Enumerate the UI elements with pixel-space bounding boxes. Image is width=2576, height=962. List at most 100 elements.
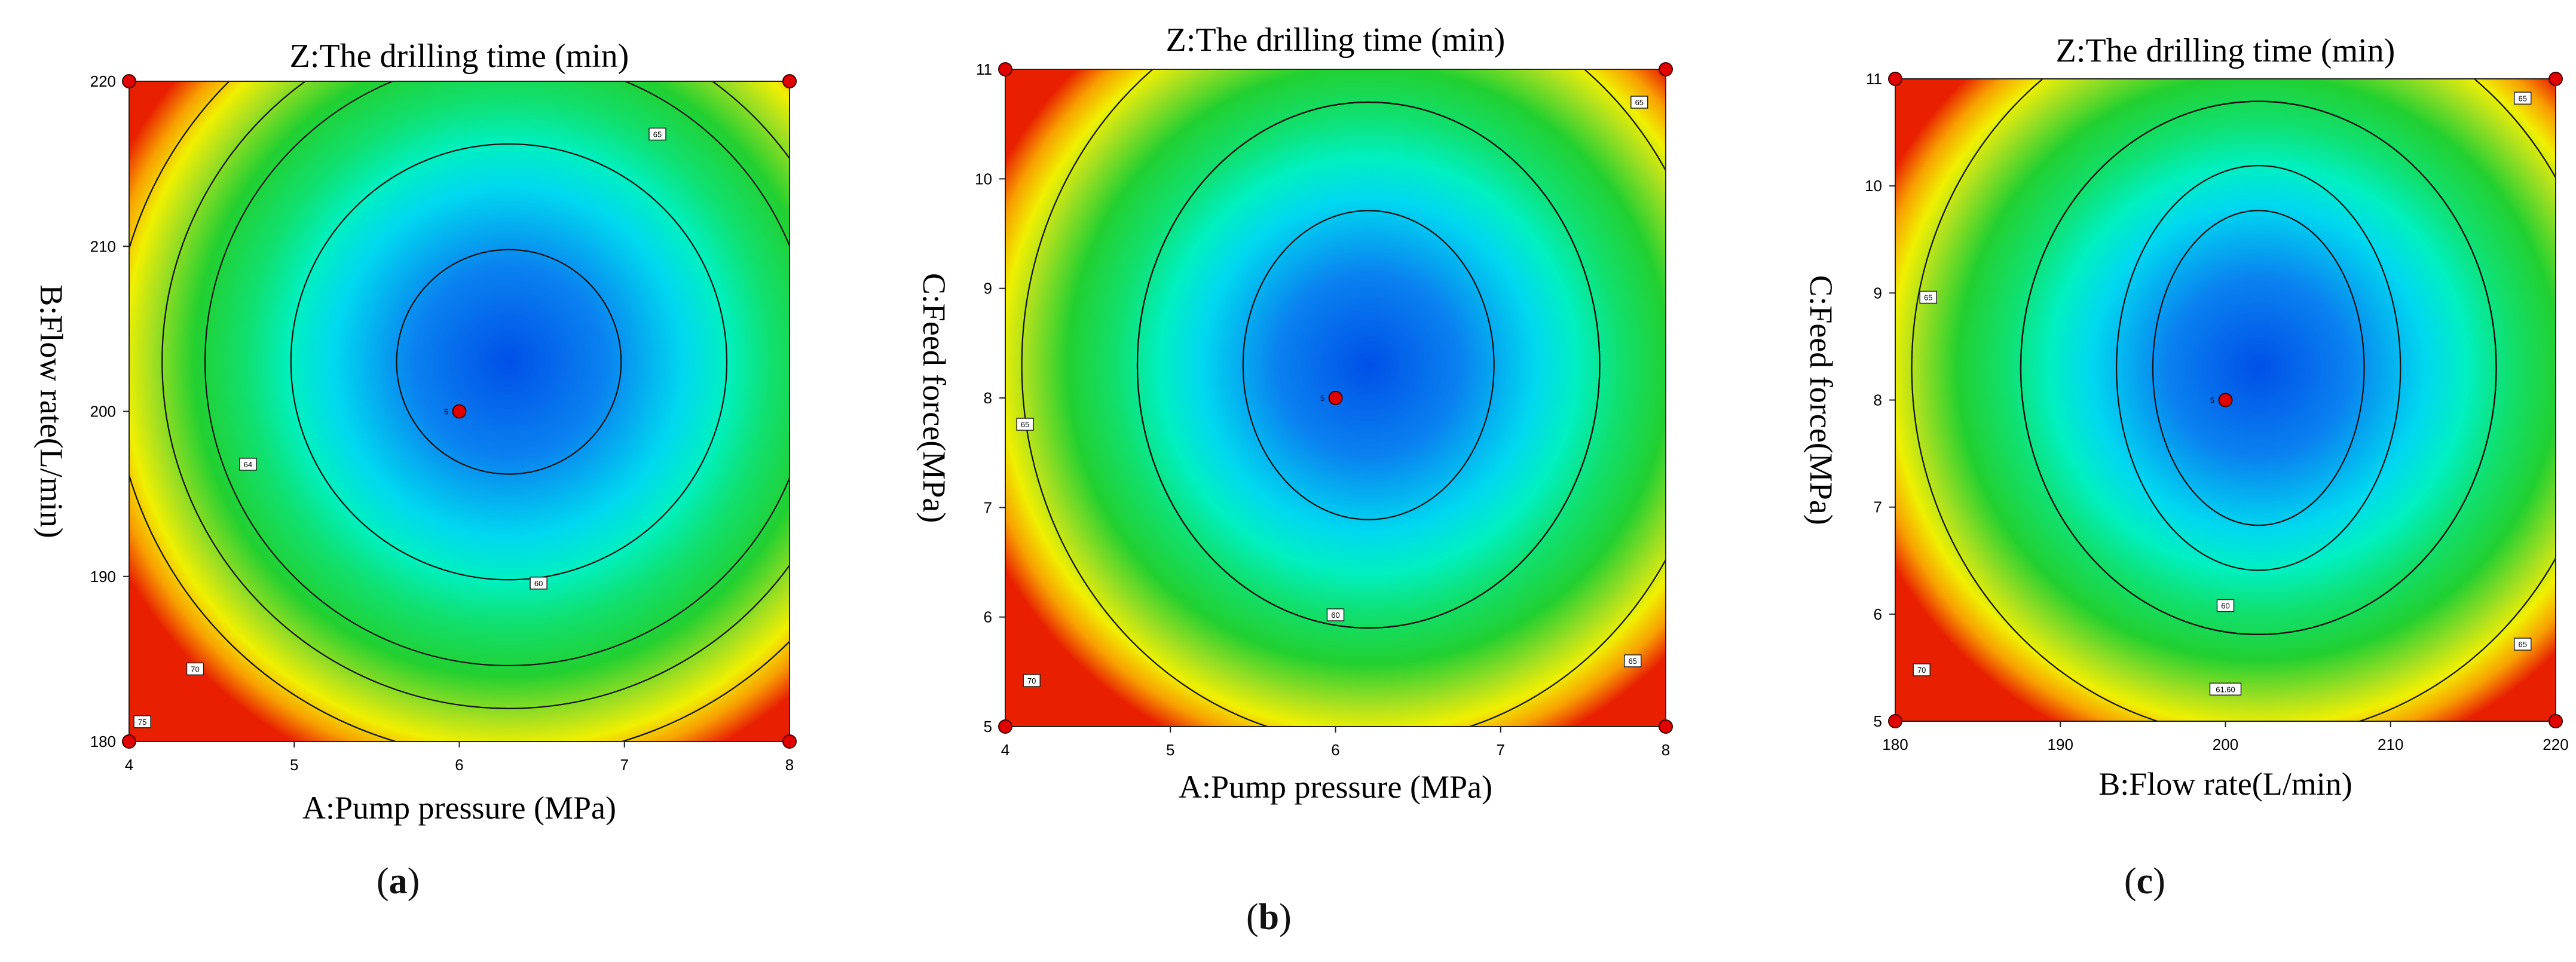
contour-label: 60: [1326, 608, 1345, 621]
svg-text:61.60: 61.60: [2216, 685, 2235, 694]
contour-label: 70: [186, 662, 204, 676]
x-axis-label: A:Pump pressure (MPa): [302, 790, 616, 826]
design-point: [2549, 72, 2563, 86]
svg-text:65: 65: [653, 130, 662, 139]
chart-panel-b: 60 65 65 65 70 4 5 6 7 8 5 6 7 8 9 10 11 5 Z:The drilling …: [859, 0, 1718, 962]
y-tick-label: 7: [984, 498, 992, 516]
svg-text:65: 65: [1635, 98, 1644, 107]
x-tick-label: 4: [1001, 741, 1009, 759]
design-point: [122, 74, 136, 88]
contour-label: 75: [133, 715, 151, 728]
design-point: [1888, 714, 1902, 728]
contour-label: 65: [1630, 96, 1648, 109]
contour-line: [1911, 79, 2556, 721]
chart-title: Z:The drilling time (min): [1166, 22, 1506, 59]
y-axis-label: B:Flow rate(L/min): [33, 284, 69, 538]
design-point: [452, 404, 467, 419]
svg-text:65: 65: [1629, 657, 1637, 666]
chart-panel-a: 60 64 65 70 75 4 5 6 7 8 180 190 200 210 220 5 Z:The dri…: [0, 0, 859, 962]
contour-label: 65: [1624, 654, 1642, 667]
contour-line: [2152, 210, 2365, 526]
x-tick-label: 8: [1662, 741, 1670, 759]
contour-line: [1242, 210, 1495, 520]
y-tick-label: 8: [1874, 391, 1882, 409]
design-point: [1328, 391, 1343, 405]
contour-label: 70: [1913, 663, 1931, 676]
design-point: [2549, 714, 2563, 728]
chart-panel-c: 60 61.60 65 65 65 70 180 190 200 210 220 5 6 7 8 9 10 11 5…: [1718, 0, 2576, 962]
svg-text:70: 70: [1027, 676, 1036, 685]
caption-b: (b): [1246, 897, 1292, 938]
y-tick-label: 190: [90, 568, 116, 586]
contour-field: 60 64 65 70 75: [129, 81, 790, 742]
svg-text:75: 75: [138, 718, 146, 727]
y-tick-label: 200: [90, 403, 116, 421]
x-tick-label: 210: [2378, 736, 2403, 753]
svg-text:65: 65: [2519, 94, 2527, 103]
x-tick-label: 200: [2213, 736, 2238, 753]
x-tick-label: 5: [290, 756, 298, 774]
contour-line: [1021, 69, 1666, 727]
x-tick-label: 7: [620, 756, 629, 774]
svg-text:65: 65: [1924, 293, 1932, 302]
contour-label: 65: [1016, 418, 1034, 431]
x-tick-label: 5: [1166, 741, 1174, 759]
contour-label: 61.60: [2209, 682, 2242, 696]
contour-line: [1136, 101, 1601, 629]
contour-label: 65: [2514, 91, 2532, 105]
contour-line: [204, 81, 790, 666]
caption-c: (c): [2124, 861, 2165, 902]
chart-title: Z:The drilling time (min): [2056, 32, 2396, 69]
x-tick-label: 4: [125, 756, 133, 774]
design-point: [1659, 719, 1673, 734]
svg-text:60: 60: [534, 579, 543, 588]
design-point: [1659, 62, 1673, 76]
center-point-label: 5: [444, 408, 448, 416]
x-axis-label: A:Pump pressure (MPa): [1179, 769, 1492, 805]
contour-line: [161, 81, 790, 709]
svg-text:64: 64: [244, 460, 252, 469]
y-tick-label: 5: [1874, 712, 1882, 730]
svg-text:65: 65: [1021, 420, 1029, 429]
y-tick-label: 6: [1874, 605, 1882, 623]
y-tick-label: 220: [90, 72, 116, 90]
contour-line: [396, 249, 622, 475]
x-tick-label: 180: [1882, 736, 1908, 753]
design-point: [2218, 393, 2233, 408]
svg-text:60: 60: [1331, 611, 1339, 620]
contour-label: 60: [2216, 599, 2235, 612]
x-tick-label: 8: [785, 756, 794, 774]
y-axis-label: C:Feed force(MPa): [916, 273, 952, 523]
svg-text:60: 60: [2221, 602, 2229, 611]
y-tick-label: 10: [1865, 177, 1882, 195]
x-axis-label: B:Flow rate(L/min): [2098, 766, 2352, 802]
y-tick-label: 9: [984, 280, 992, 298]
y-tick-label: 6: [984, 608, 992, 626]
x-tick-label: 6: [1331, 741, 1339, 759]
chart-title: Z:The drilling time (min): [290, 38, 629, 75]
y-tick-label: 8: [984, 389, 992, 407]
contour-line: [290, 143, 728, 581]
contour-line: [2116, 165, 2401, 571]
y-tick-label: 10: [975, 170, 992, 188]
contour-plot-a: 60 64 65 70 75 4 5 6 7 8 180 190 200 210 220 5 Z:The dri…: [33, 38, 797, 826]
x-tick-label: 220: [2543, 736, 2568, 753]
y-tick-label: 9: [1874, 284, 1882, 302]
design-point: [998, 719, 1012, 734]
x-tick-label: 6: [455, 756, 463, 774]
x-tick-label: 7: [1497, 741, 1505, 759]
contour-field: 60 61.60 65 65 65 70: [1895, 79, 2556, 721]
contour-label: 64: [239, 458, 257, 471]
design-point: [1888, 72, 1902, 86]
design-point: [998, 62, 1012, 76]
contour-label: 70: [1023, 674, 1041, 687]
y-tick-label: 11: [1866, 70, 1882, 88]
contour-plot-c: 60 61.60 65 65 65 70 180 190 200 210 220 5 6 7 8 9 10 11 5…: [1803, 32, 2569, 802]
center-point-label: 5: [1320, 394, 1324, 403]
svg-text:65: 65: [2519, 640, 2527, 649]
svg-text:70: 70: [191, 664, 199, 673]
y-tick-label: 11: [976, 60, 992, 78]
design-point: [782, 74, 797, 88]
y-tick-label: 7: [1874, 498, 1882, 516]
x-tick-label: 190: [2048, 736, 2073, 753]
